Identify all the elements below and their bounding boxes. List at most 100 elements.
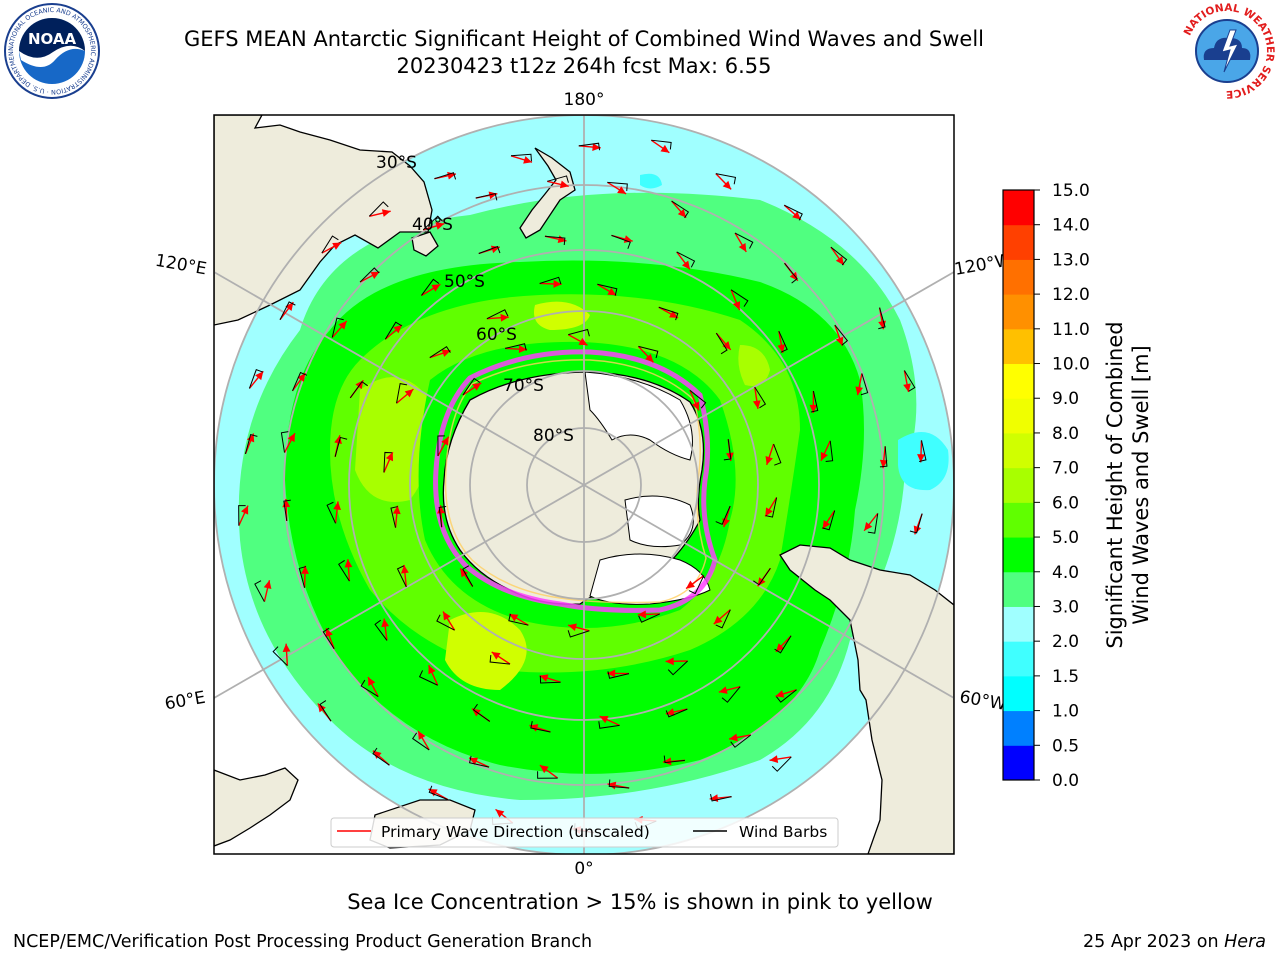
wind-barb	[776, 689, 797, 703]
wind-barb	[321, 235, 339, 254]
wave-arrowhead	[765, 507, 773, 517]
lon-label-60w: 60°W	[958, 687, 1008, 715]
wave-arrowhead	[718, 686, 728, 694]
wave-arrowhead	[725, 452, 734, 462]
wave-arrowhead	[789, 271, 798, 281]
wave-arrowhead	[381, 209, 391, 217]
wind-barb	[878, 307, 886, 330]
wind-barb	[326, 501, 337, 524]
wind-barb	[723, 439, 732, 461]
wave-arrowhead	[592, 143, 601, 152]
wind-barb	[338, 560, 350, 582]
wind-barb	[428, 785, 449, 801]
colorbar-tick-label: 4.0	[1052, 563, 1079, 583]
wave-arrowhead	[372, 750, 382, 759]
wind-barb	[658, 306, 679, 321]
wind-barb	[665, 708, 688, 718]
wave-arrowhead	[879, 459, 888, 469]
wave-arrowhead	[822, 519, 831, 529]
colorbar-segment	[1003, 641, 1034, 677]
wave-arrowhead	[738, 242, 747, 252]
colorbar-segment	[1003, 398, 1034, 434]
wave-arrowhead	[435, 222, 445, 230]
wind-barb	[244, 433, 258, 455]
wave-arrowhead	[722, 341, 731, 350]
colorbar-segment	[1003, 537, 1034, 573]
wind-barb	[568, 328, 590, 337]
wind-barb	[472, 703, 491, 722]
credit-text: NCEP/EMC/Verification Post Processing Pr…	[13, 932, 593, 952]
wind-barb	[539, 675, 561, 684]
wind-barb	[384, 321, 402, 340]
wind-barb	[689, 389, 707, 409]
wind-barb	[438, 506, 447, 528]
wind-barb	[825, 440, 834, 463]
wave-arrowhead	[469, 757, 479, 765]
colorbar-tick-label: 7.0	[1052, 459, 1079, 479]
colorbar-tick-label: 0.0	[1052, 771, 1079, 791]
wind-barb	[688, 575, 705, 595]
colorbar-tick-label: 5.0	[1052, 528, 1079, 548]
wave-arrowhead	[338, 320, 347, 330]
lon-label-180: 180°	[564, 90, 605, 110]
colorbar-tick-label: 1.5	[1052, 667, 1079, 687]
wind-barb	[508, 613, 529, 626]
wave-arrowhead	[287, 433, 295, 443]
wave-arrowhead	[431, 284, 441, 292]
colorbar: 0.0 0.5 1.0 1.5 2.0 3.0 4.0 5.0 6.0 7.0 8.0 9.0 10.0…	[1002, 181, 1090, 791]
wind-barb	[721, 686, 741, 703]
wind-barb	[597, 283, 618, 296]
lon-label-120e: 120°E	[154, 251, 208, 280]
colorbar-label-line1: Significant Height of Combined	[1103, 321, 1127, 648]
wave-arrowhead	[263, 580, 272, 590]
lat-label-70s: 70°S	[503, 376, 544, 396]
wave-arrowhead	[607, 287, 617, 296]
wind-barb	[715, 173, 737, 185]
sea-ice-note: Sea Ice Concentration > 15% is shown in …	[347, 890, 933, 914]
wave-arrowhead	[660, 144, 670, 153]
wave-arrowhead	[917, 454, 925, 463]
continents	[214, 115, 954, 854]
wave-arrowhead	[381, 618, 390, 628]
noaa-logo-text: NOAA	[28, 30, 77, 48]
lon-label-60e: 60°E	[163, 688, 207, 715]
wind-barb	[810, 390, 819, 413]
wind-barb	[437, 435, 445, 456]
wave-arrowhead	[691, 401, 700, 411]
wave-arrowhead	[241, 505, 249, 515]
wave-arrowhead	[729, 733, 738, 742]
colorbar-label-line2: Wind Waves and Swell [m]	[1129, 345, 1153, 625]
wind-barb	[715, 505, 731, 526]
wave-arrowhead	[792, 211, 801, 220]
wave-arrowhead	[418, 730, 426, 740]
wind-barb	[505, 343, 527, 351]
wave-arrowhead	[332, 242, 342, 250]
lat-label-60s: 60°S	[476, 325, 517, 345]
wind-barb	[396, 565, 407, 588]
wind-barbs	[238, 139, 927, 834]
wind-barb	[475, 192, 498, 201]
wind-barb	[478, 245, 501, 254]
wind-barb	[319, 700, 332, 722]
wave-arrowhead	[400, 564, 409, 574]
wind-barb	[715, 332, 728, 355]
date-text: 25 Apr 2023 on	[1083, 932, 1225, 952]
legend-label-barbs: Wind Barbs	[739, 823, 827, 841]
wind-barb	[334, 436, 348, 457]
wind-barb	[292, 371, 308, 392]
wave-arrowhead	[835, 336, 844, 346]
chart-title: GEFS MEAN Antarctic Significant Height o…	[183, 27, 985, 51]
wave-arrowhead	[491, 651, 501, 660]
wind-barb	[372, 747, 390, 766]
wind-barb	[754, 386, 767, 409]
lat-label-80s: 80°S	[533, 426, 574, 446]
wave-arrowhead	[472, 382, 482, 391]
wind-barb	[349, 381, 368, 399]
wind-barb	[607, 671, 630, 679]
wave-arrowhead	[404, 389, 414, 398]
wind-barb	[860, 373, 869, 396]
wave-arrowhead	[855, 386, 864, 396]
wave-arrowhead	[713, 615, 723, 625]
colorbar-tick-label: 0.5	[1052, 736, 1079, 756]
wave-arrowhead	[775, 690, 785, 698]
